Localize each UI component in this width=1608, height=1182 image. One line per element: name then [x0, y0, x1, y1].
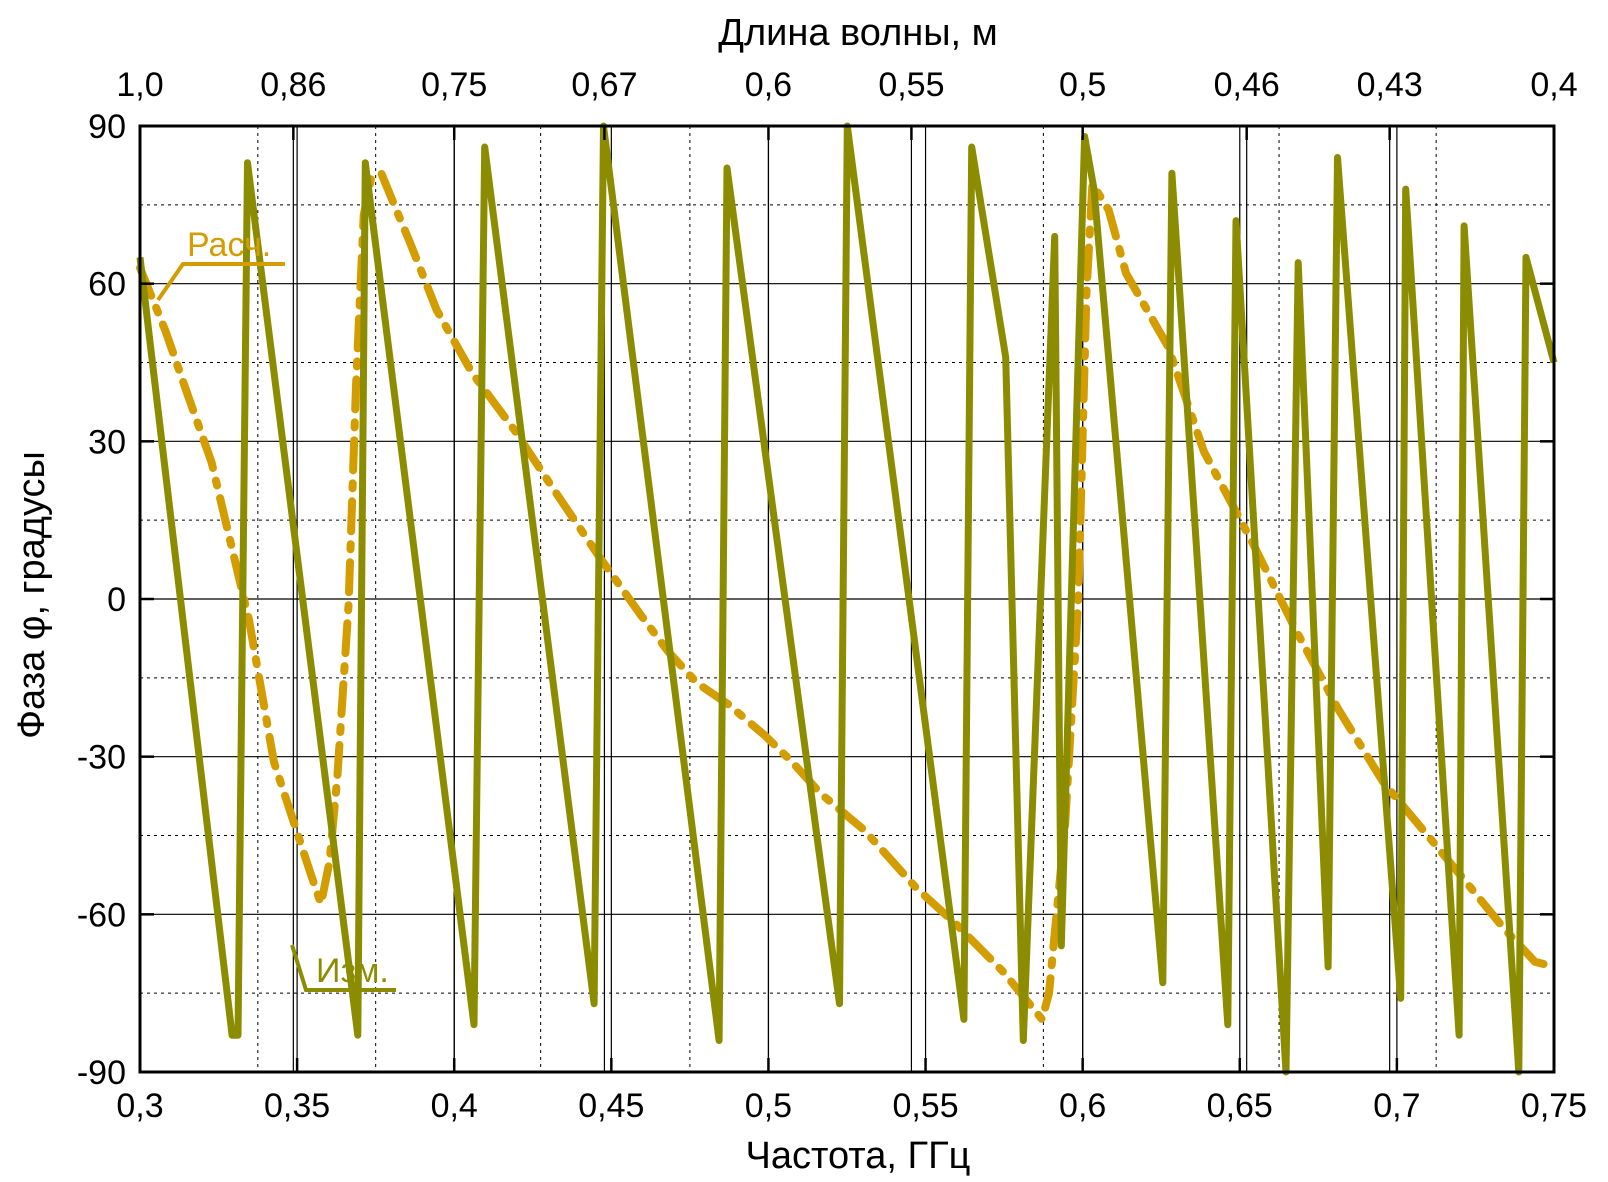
- y-tick-label: -60: [77, 896, 126, 934]
- series-measured-line: [136, 122, 1558, 1076]
- y-tick-label: 30: [88, 423, 126, 461]
- top-tick-label: 0,46: [1214, 66, 1280, 104]
- axis-tick-labels: 0,3 0,35 0,4 0,45 0,5 0,55 0,6 0,65 0,7 0,75 1,0 0,…: [77, 66, 1587, 1125]
- top-tick-label: 1,0: [116, 66, 163, 104]
- x-tick-label: 0,45: [578, 1087, 644, 1125]
- top-tick-label: 0,5: [1059, 66, 1106, 104]
- axis-ticks: [138, 124, 1556, 1074]
- x-tick-label: 0,55: [892, 1087, 958, 1125]
- y-tick-label: 0: [107, 581, 126, 619]
- calc-leader-line: [156, 262, 285, 302]
- y-tick-label: -90: [77, 1054, 126, 1092]
- series-layer: [136, 122, 1558, 1076]
- top-tick-label: 0,4: [1530, 66, 1577, 104]
- x-tick-label: 0,75: [1521, 1087, 1587, 1125]
- x-tick-label: 0,6: [1059, 1087, 1106, 1125]
- top-tick-label: 0,75: [421, 66, 487, 104]
- calc-annotation-label: Расч.: [187, 226, 271, 264]
- top-tick-label: 0,43: [1357, 66, 1423, 104]
- meas-annotation-label: Изм.: [316, 952, 389, 990]
- x-tick-label: 0,3: [116, 1087, 163, 1125]
- y-tick-label: 90: [88, 108, 126, 146]
- top-tick-label: 0,55: [878, 66, 944, 104]
- x-tick-label: 0,7: [1373, 1087, 1420, 1125]
- x-tick-label: 0,4: [431, 1087, 478, 1125]
- x-tick-label: 0,5: [745, 1087, 792, 1125]
- x-tick-label: 0,65: [1207, 1087, 1273, 1125]
- top-tick-label: 0,67: [571, 66, 637, 104]
- top-tick-label: 0,6: [745, 66, 792, 104]
- y-tick-label: 60: [88, 266, 126, 304]
- top-axis-title: Длина волны, м: [718, 12, 998, 54]
- top-tick-label: 0,86: [260, 66, 326, 104]
- meas-leader-line: [290, 944, 396, 992]
- y-tick-label: -30: [77, 739, 126, 777]
- x-tick-label: 0,35: [264, 1087, 330, 1125]
- y-axis-title: Фаза φ, градусы: [11, 451, 53, 739]
- annotations: Расч. Изм.: [156, 226, 396, 992]
- x-axis-title: Частота, ГГц: [746, 1135, 971, 1177]
